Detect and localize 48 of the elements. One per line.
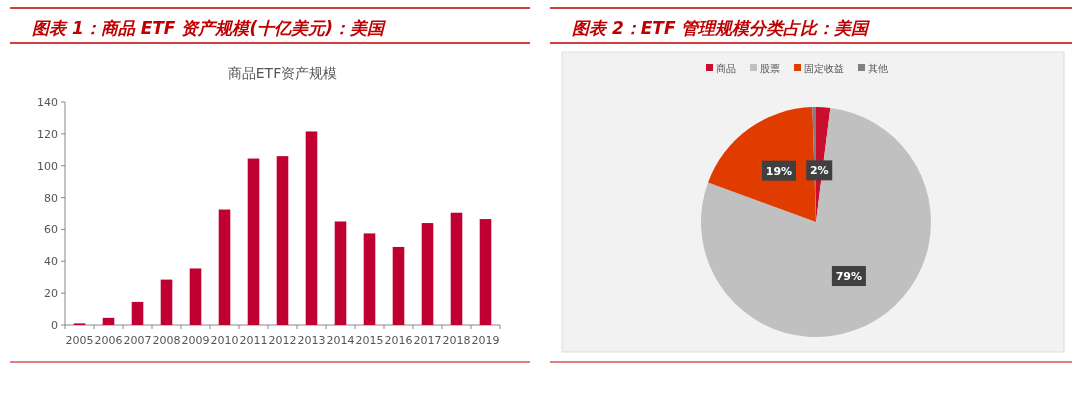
bar	[334, 221, 347, 325]
x-tick-label: 2009	[181, 334, 210, 347]
data-label: 79%	[835, 270, 863, 284]
bar	[421, 223, 434, 325]
y-tick-label: 100	[37, 159, 58, 173]
y-tick-label: 0	[51, 319, 58, 332]
x-tick-label: 2006	[94, 334, 123, 347]
bar	[102, 317, 115, 325]
x-tick-label: 2013	[297, 334, 326, 347]
y-tick-label: 20	[44, 287, 58, 301]
x-tick-label: 2012	[268, 334, 297, 347]
bar	[218, 209, 231, 325]
x-tick-label: 2016	[384, 334, 413, 347]
legend-label: 固定收益	[804, 63, 844, 74]
bar	[160, 279, 173, 325]
y-tick-label: 60	[44, 223, 58, 237]
legend-label: 其他	[868, 63, 888, 74]
y-tick-label: 120	[37, 127, 58, 141]
y-tick-label: 140	[37, 96, 58, 109]
bar	[131, 301, 144, 325]
x-tick-label: 2019	[471, 334, 500, 347]
bar	[189, 268, 202, 325]
x-tick-label: 2010	[210, 334, 239, 347]
bar	[363, 233, 376, 325]
chart-subtitle: 商品ETF资产规模	[227, 65, 338, 81]
chart-title: 图表 1：商品 ETF 资产规模(十亿美元)：美国	[32, 18, 386, 38]
y-tick-label: 80	[44, 191, 58, 205]
x-tick-label: 2018	[442, 334, 471, 347]
bar	[276, 156, 289, 325]
x-tick-label: 2007	[123, 334, 152, 347]
bar	[392, 246, 405, 325]
x-tick-label: 2005	[65, 334, 94, 347]
data-label: 19%	[765, 164, 793, 178]
x-tick-label: 2015	[355, 334, 384, 347]
x-tick-label: 2014	[326, 334, 355, 347]
data-label: 2%	[809, 164, 829, 178]
y-tick-label: 40	[44, 255, 58, 269]
legend-label: 商品	[716, 63, 736, 74]
x-tick-label: 2017	[413, 334, 442, 347]
x-tick-label: 2008	[152, 334, 181, 347]
x-tick-label: 2011	[239, 334, 268, 347]
bar	[479, 219, 492, 325]
pie-slice	[701, 107, 931, 337]
chart-title: 图表 2：ETF 管理规模分类占比：美国	[572, 18, 871, 38]
legend-label: 股票	[760, 63, 780, 74]
bar	[450, 212, 463, 325]
bar	[247, 158, 260, 325]
bar	[305, 131, 318, 325]
